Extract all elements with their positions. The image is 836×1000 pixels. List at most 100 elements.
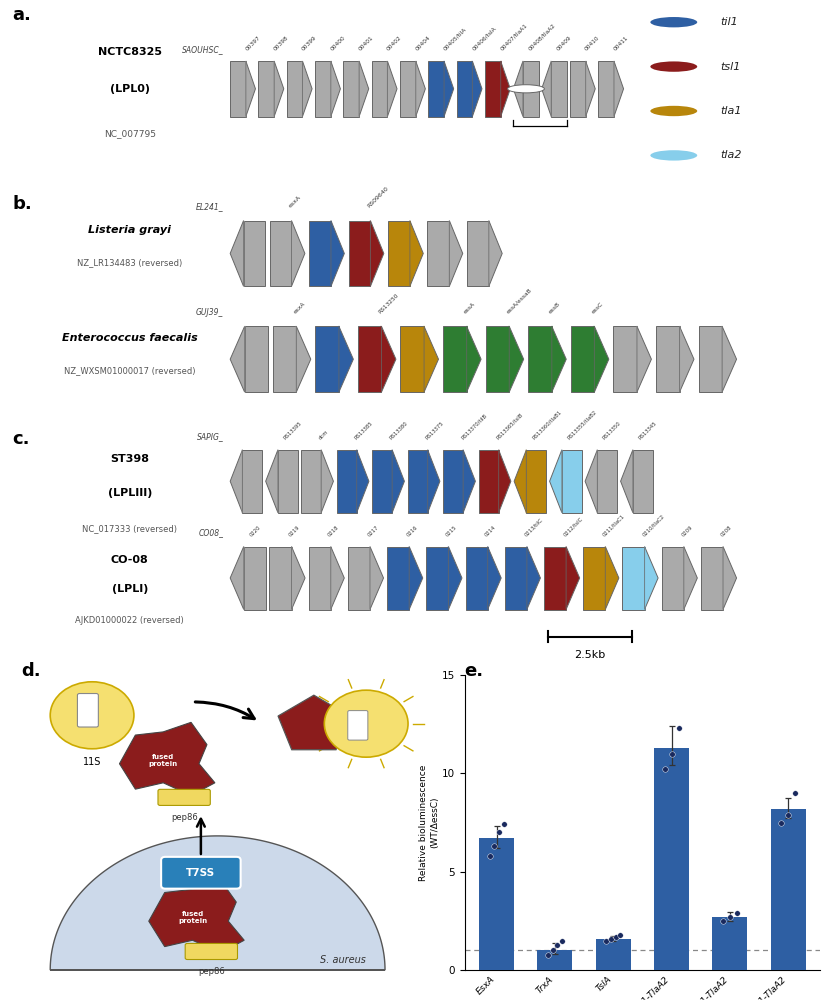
Bar <box>537 950 572 970</box>
Text: Enterococcus faecalis: Enterococcus faecalis <box>62 333 197 343</box>
Text: 00409: 00409 <box>555 35 572 52</box>
Bar <box>770 809 805 970</box>
Point <box>545 942 558 958</box>
Text: fused
protein: fused protein <box>149 754 177 767</box>
Bar <box>597 450 617 513</box>
Polygon shape <box>359 61 369 117</box>
Text: 00405/tilA: 00405/tilA <box>442 27 467 52</box>
Text: til1: til1 <box>719 17 737 27</box>
Point <box>722 909 736 925</box>
Bar <box>358 326 381 392</box>
Polygon shape <box>381 326 395 392</box>
Bar <box>465 546 487 609</box>
Bar <box>244 326 268 392</box>
Point <box>608 929 621 945</box>
FancyBboxPatch shape <box>161 857 241 889</box>
Text: NZ_LR134483 (reversed): NZ_LR134483 (reversed) <box>77 258 182 267</box>
Bar <box>551 61 566 117</box>
Point <box>664 746 677 762</box>
Text: SAPIG_: SAPIG_ <box>196 432 223 441</box>
Bar <box>400 326 424 392</box>
Point <box>541 947 554 963</box>
Polygon shape <box>526 546 540 609</box>
Text: 0218: 0218 <box>327 524 340 538</box>
Polygon shape <box>449 221 462 286</box>
Text: 0211/tlaC1: 0211/tlaC1 <box>601 513 625 538</box>
Polygon shape <box>302 61 312 117</box>
Polygon shape <box>487 546 501 609</box>
Text: 11S: 11S <box>83 757 101 767</box>
Circle shape <box>324 690 407 757</box>
Polygon shape <box>230 221 243 286</box>
Bar <box>504 546 526 609</box>
Bar <box>343 61 359 117</box>
Text: tla1: tla1 <box>719 106 741 116</box>
FancyBboxPatch shape <box>185 943 237 960</box>
Polygon shape <box>339 326 353 392</box>
Point <box>657 761 670 777</box>
Bar <box>407 450 427 513</box>
Point <box>497 816 510 832</box>
Text: RS13375: RS13375 <box>424 421 444 441</box>
Bar <box>428 61 444 117</box>
Bar <box>598 61 614 117</box>
Polygon shape <box>50 836 385 970</box>
Text: pep86: pep86 <box>198 967 224 976</box>
Polygon shape <box>291 546 304 609</box>
Text: (LPLI): (LPLI) <box>111 584 148 594</box>
Polygon shape <box>585 61 594 117</box>
Text: e.: e. <box>464 662 483 680</box>
Point <box>492 824 505 840</box>
Polygon shape <box>230 326 244 392</box>
Polygon shape <box>513 450 526 513</box>
Bar <box>242 450 263 513</box>
Text: 00411: 00411 <box>612 35 629 52</box>
Bar <box>427 221 449 286</box>
Text: 00410: 00410 <box>584 35 600 52</box>
Text: RS09640: RS09640 <box>366 186 390 209</box>
Polygon shape <box>409 546 422 609</box>
Text: 00399: 00399 <box>301 35 318 52</box>
Polygon shape <box>370 221 384 286</box>
Polygon shape <box>488 221 502 286</box>
Polygon shape <box>644 546 657 609</box>
Point <box>729 905 742 921</box>
Point <box>487 838 501 854</box>
Bar <box>388 221 410 286</box>
Bar <box>569 61 585 117</box>
Polygon shape <box>296 326 310 392</box>
Text: 0210/tlaC2: 0210/tlaC2 <box>640 513 665 538</box>
Text: pep86: pep86 <box>171 813 197 822</box>
Point <box>599 932 612 948</box>
Polygon shape <box>120 722 215 796</box>
Point <box>671 720 685 736</box>
Circle shape <box>50 682 134 749</box>
Text: 0214: 0214 <box>483 524 497 538</box>
Point <box>554 932 568 948</box>
Text: RS13355/tlaB2: RS13355/tlaB2 <box>566 409 597 441</box>
Text: NCTC8325: NCTC8325 <box>98 47 161 57</box>
Bar <box>348 221 370 286</box>
Text: esxA: esxA <box>288 195 302 209</box>
Text: dcm: dcm <box>318 429 329 441</box>
Polygon shape <box>565 546 579 609</box>
Text: esxA: esxA <box>293 301 306 315</box>
Bar <box>308 546 330 609</box>
Polygon shape <box>424 326 438 392</box>
Bar <box>570 326 594 392</box>
Polygon shape <box>541 61 551 117</box>
Polygon shape <box>512 61 522 117</box>
Bar <box>243 221 265 286</box>
Bar <box>315 326 339 392</box>
Point <box>716 913 729 929</box>
FancyBboxPatch shape <box>348 711 368 740</box>
Text: ST398: ST398 <box>110 454 149 464</box>
Text: tla2: tla2 <box>719 150 741 160</box>
Point <box>604 931 617 947</box>
Bar <box>526 450 546 513</box>
Polygon shape <box>584 450 597 513</box>
Text: RS13385: RS13385 <box>353 421 374 441</box>
Bar <box>484 61 500 117</box>
Bar <box>269 546 291 609</box>
Text: fused
protein: fused protein <box>178 911 206 924</box>
